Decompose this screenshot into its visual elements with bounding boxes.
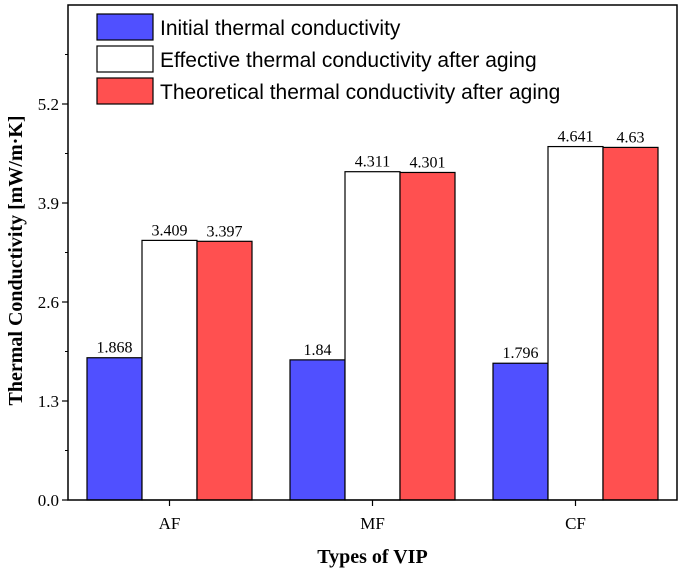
x-axis-title: Types of VIP bbox=[317, 546, 427, 568]
data-label-af-series-3: 3.397 bbox=[207, 223, 243, 240]
data-label-cf-series-1: 1.796 bbox=[503, 345, 539, 362]
y-tick-label: 5.2 bbox=[38, 95, 59, 114]
data-label-cf-series-2: 4.641 bbox=[558, 129, 594, 146]
bars-layer bbox=[86, 145, 659, 501]
bar-cf-series-2 bbox=[547, 145, 604, 501]
x-tick-label-af: AF bbox=[159, 514, 181, 533]
y-axis-title: Thermal Conductivity [mW/m·K] bbox=[5, 116, 27, 406]
bar-af-series-1 bbox=[86, 357, 143, 501]
axis-ticks-layer: 0.0 1.3 2.6 3.9 5.2 AF MF CF bbox=[38, 54, 586, 533]
data-labels-layer: 1.868 1.84 1.796 3.409 4.311 4.641 3.397 4.301 4… bbox=[97, 129, 645, 363]
data-label-mf-series-2: 4.311 bbox=[355, 154, 390, 171]
data-label-af-series-1: 1.868 bbox=[97, 340, 133, 357]
legend-swatch-series-1 bbox=[96, 13, 154, 41]
y-tick-label: 2.6 bbox=[38, 293, 59, 312]
bar-cf-series-3 bbox=[602, 146, 659, 501]
bar-mf-series-1 bbox=[289, 359, 346, 501]
data-label-af-series-2: 3.409 bbox=[152, 222, 188, 239]
legend-label-series-2: Effective thermal conductivity after agi… bbox=[160, 49, 537, 72]
data-label-cf-series-3: 4.63 bbox=[617, 129, 645, 146]
legend: Initial thermal conductivity Effective th… bbox=[96, 13, 560, 105]
data-label-mf-series-3: 4.301 bbox=[410, 154, 446, 171]
bar-mf-series-2 bbox=[344, 171, 401, 501]
bar-af-series-3 bbox=[196, 240, 253, 501]
y-tick-label: 3.9 bbox=[38, 194, 59, 213]
bar-mf-series-3 bbox=[399, 171, 456, 501]
legend-label-series-1: Initial thermal conductivity bbox=[160, 17, 401, 40]
legend-label-series-3: Theoretical thermal conductivity after a… bbox=[160, 81, 560, 104]
y-tick-label: 1.3 bbox=[38, 392, 59, 411]
x-tick-label-mf: MF bbox=[360, 514, 385, 533]
data-label-mf-series-1: 1.84 bbox=[304, 342, 332, 359]
x-tick-label-cf: CF bbox=[565, 514, 586, 533]
bar-af-series-2 bbox=[141, 239, 198, 501]
bar-cf-series-1 bbox=[492, 362, 549, 501]
legend-swatch-series-2 bbox=[96, 45, 154, 73]
y-tick-label: 0.0 bbox=[38, 491, 59, 510]
legend-swatch-series-3 bbox=[96, 77, 154, 105]
